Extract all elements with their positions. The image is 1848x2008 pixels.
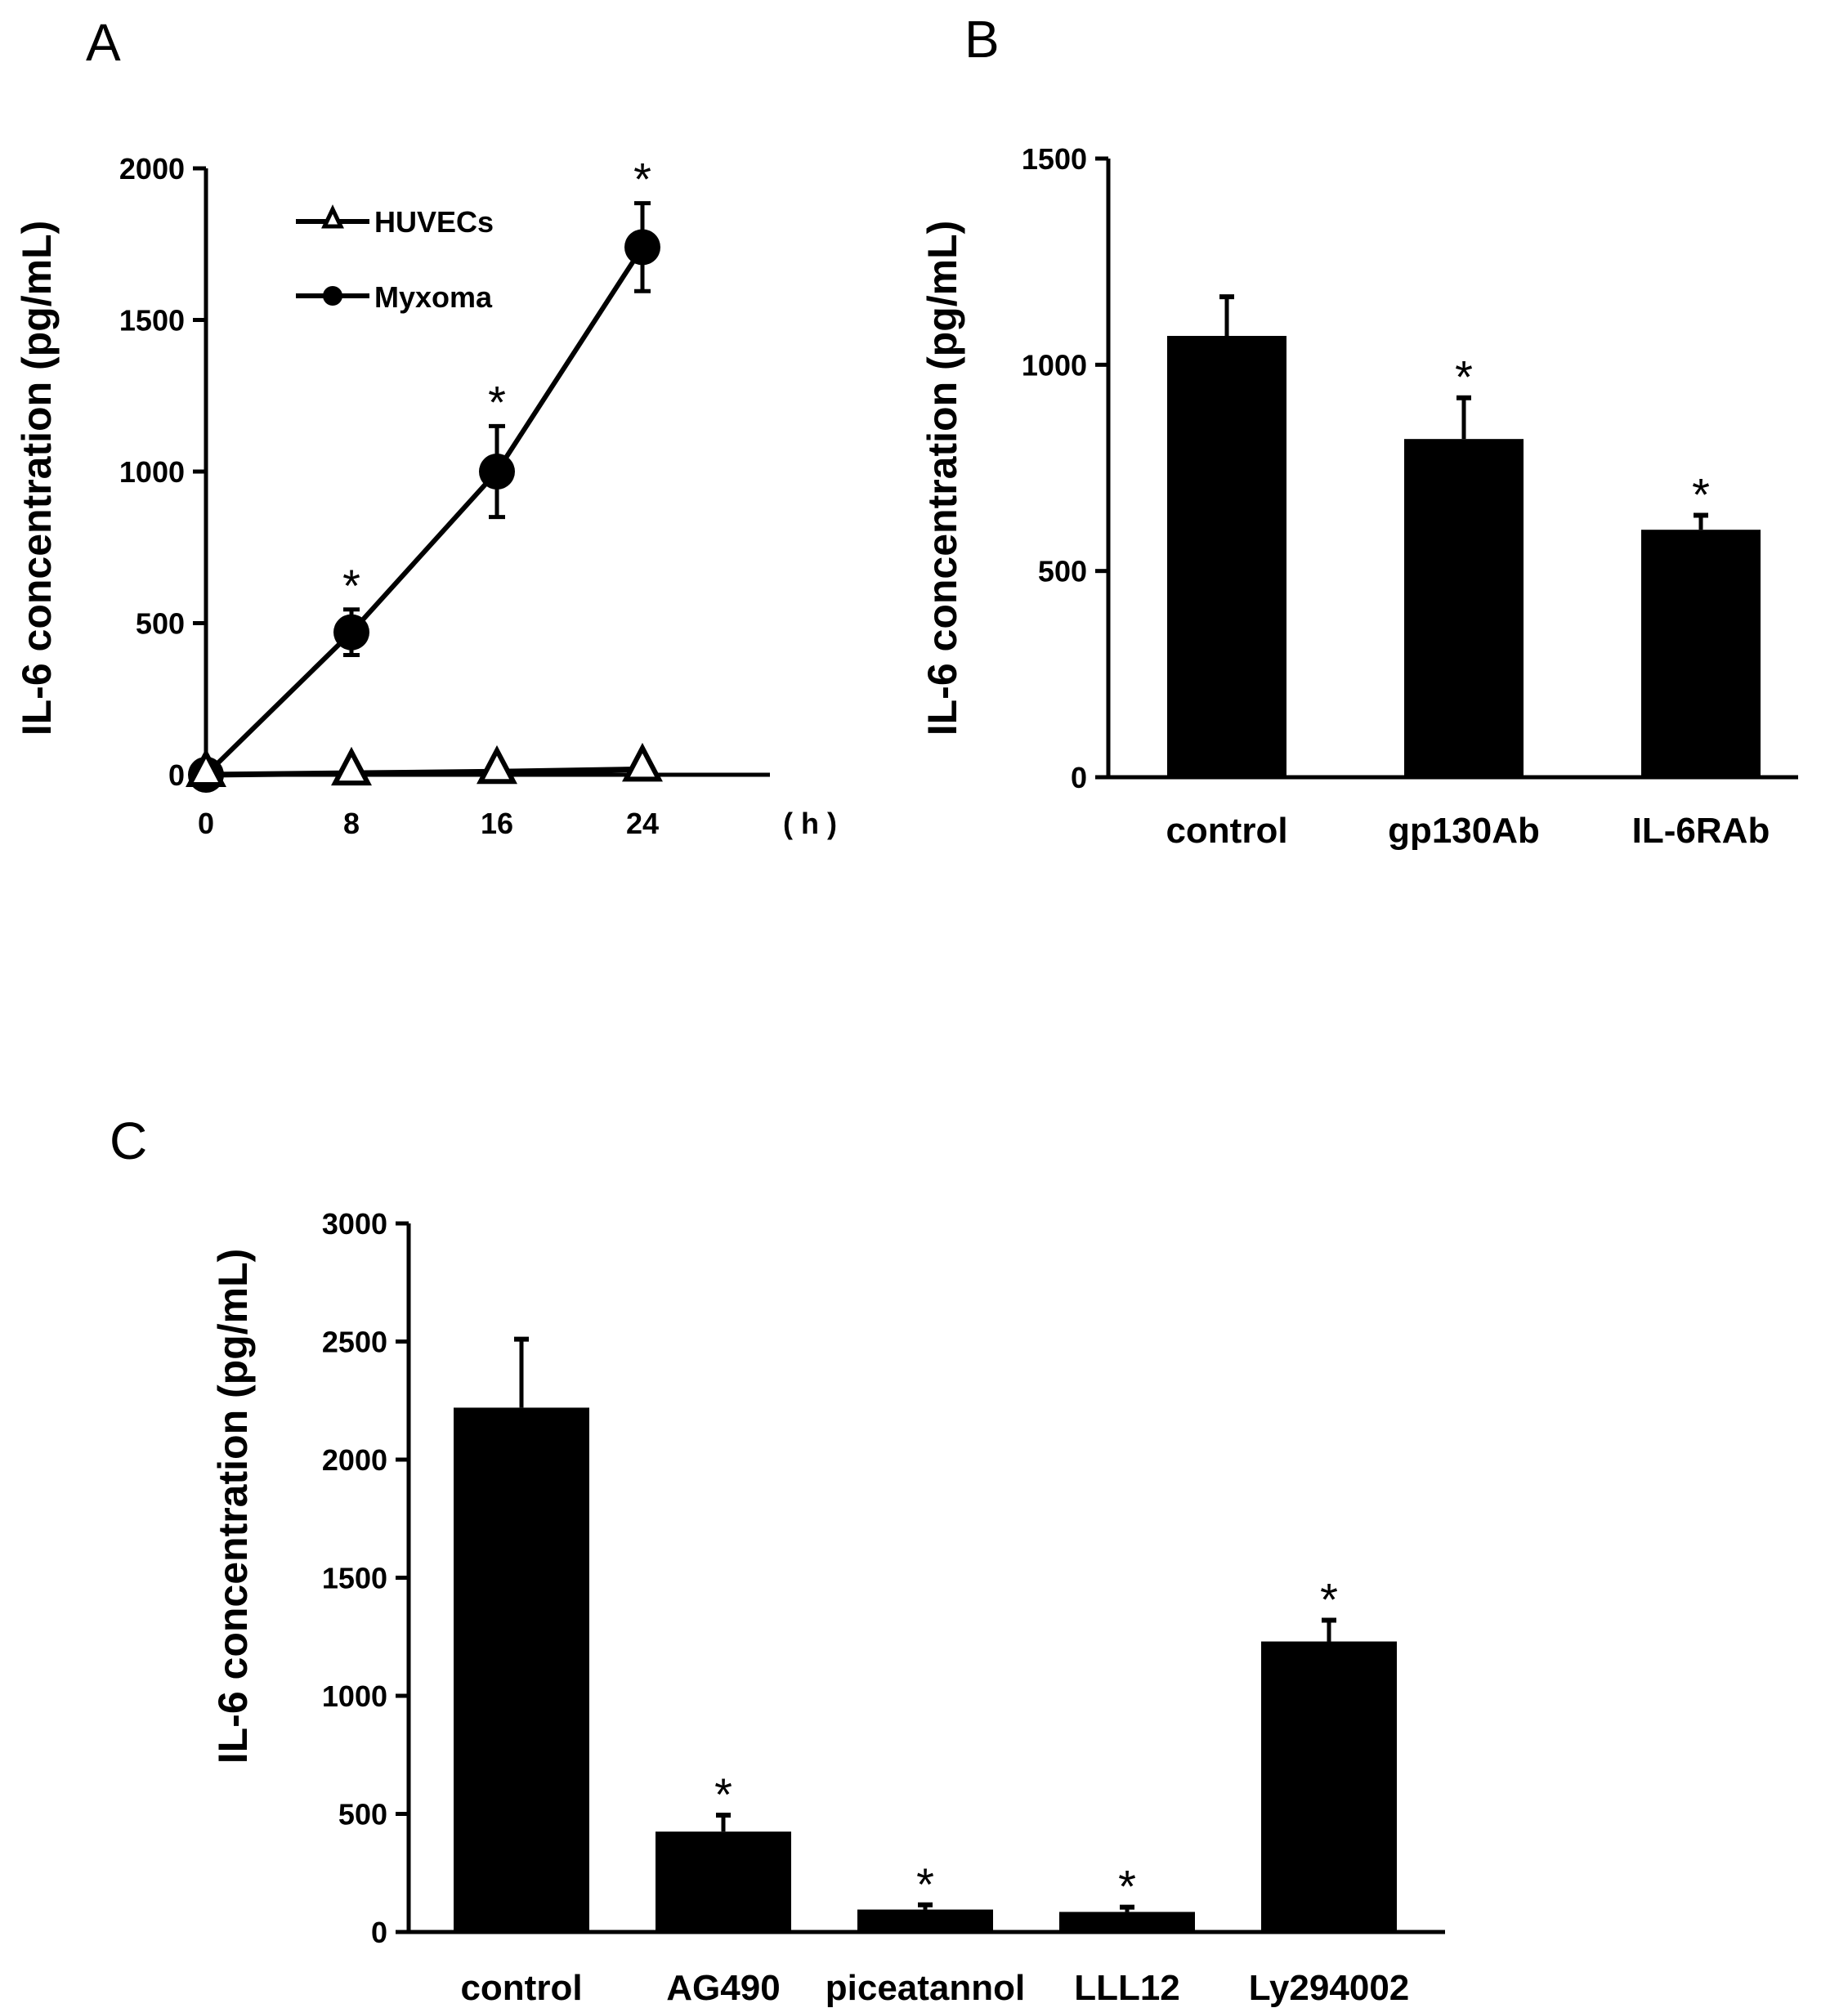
myxoma-line [204, 245, 645, 777]
y-tick-label: 1000 [119, 455, 185, 489]
y-tick-label: 1500 [119, 304, 185, 338]
category-label: control [1166, 811, 1287, 851]
panel-a-y-ticks: 0 500 1000 1500 2000 [119, 152, 206, 792]
x-tick-label: 24 [626, 807, 659, 840]
panel-a-x-unit: ( h ) [783, 807, 837, 840]
x-tick-label: 8 [343, 807, 360, 840]
bar [1059, 1912, 1195, 1932]
y-tick-label: 0 [168, 758, 185, 792]
significance-marker: * [714, 1769, 732, 1820]
huvecs-point [331, 746, 372, 786]
category-label: LLL12 [1074, 1968, 1180, 2008]
panel-a-letter: A [86, 13, 121, 72]
huvecs-point [186, 748, 226, 787]
significance-marker: * [342, 560, 360, 611]
panel-c-letter: C [110, 1111, 147, 1170]
category-label: AG490 [666, 1968, 780, 2008]
bar [454, 1407, 589, 1932]
significance-marker: * [1320, 1574, 1338, 1626]
panel-a: A IL-6 concentration (pg/mL) 0 500 1000 150… [14, 13, 837, 840]
legend-huvecs-marker [321, 204, 344, 229]
panel-c-y-axis-label: IL-6 concentration (pg/mL) [210, 1249, 256, 1764]
category-label: IL-6RAb [1632, 811, 1770, 851]
legend-huvecs-label: HUVECs [374, 205, 494, 239]
significance-marker: * [1455, 351, 1473, 403]
y-tick-label: 2000 [322, 1443, 387, 1477]
panel-b-bars: control * gp130Ab * IL-6RAb [1166, 294, 1770, 851]
panel-b-y-ticks: 0 500 1000 1500 [1022, 142, 1108, 794]
huvecs-line [205, 766, 643, 778]
x-tick-label: 16 [481, 807, 513, 840]
category-label: control [460, 1968, 582, 2008]
panel-b-y-axis-label: IL-6 concentration (pg/mL) [920, 221, 965, 736]
y-tick-label: 1000 [1022, 348, 1087, 382]
bar [656, 1831, 791, 1932]
category-label: piceatannol [826, 1968, 1026, 2008]
panel-a-x-ticks: 0 8 16 24 [198, 807, 659, 840]
y-tick-label: 500 [1038, 555, 1087, 588]
significance-marker: * [633, 154, 651, 205]
y-tick-label: 500 [136, 607, 185, 641]
panel-c-y-ticks: 0 500 1000 1500 2000 2500 3000 [322, 1207, 409, 1949]
bar [1167, 336, 1286, 777]
y-tick-label: 1500 [1022, 142, 1087, 176]
significance-marker: * [1692, 469, 1710, 521]
significance-marker: * [1118, 1861, 1136, 1912]
bar [1404, 439, 1524, 777]
bar [857, 1909, 993, 1932]
x-tick-label: 0 [198, 807, 214, 840]
significance-marker: * [916, 1858, 934, 1910]
y-tick-label: 1000 [322, 1679, 387, 1713]
panel-b-letter: B [964, 10, 1000, 69]
huvecs-point [477, 745, 517, 785]
category-label: gp130Ab [1388, 811, 1540, 851]
significance-marker: * [488, 376, 506, 427]
y-tick-label: 0 [371, 1916, 387, 1949]
myxoma-point [333, 614, 369, 651]
y-tick-label: 2500 [322, 1326, 387, 1359]
panel-c: C IL-6 concentration (pg/mL) 0 500 1000 150… [110, 1111, 1445, 2008]
panel-b: B IL-6 concentration (pg/mL) 0 500 1000 150… [920, 10, 1798, 851]
bar [1641, 530, 1761, 777]
y-tick-label: 2000 [119, 152, 185, 186]
myxoma-point [479, 454, 515, 490]
category-label: Ly294002 [1249, 1968, 1410, 2008]
y-tick-label: 500 [338, 1798, 387, 1831]
panel-c-bars: control * AG490 * piceatannol * LLL12 * Ly294002 [454, 1336, 1410, 2008]
y-tick-label: 3000 [322, 1207, 387, 1241]
legend-myxoma-marker [323, 286, 342, 306]
panel-a-series: * * * [186, 154, 663, 793]
panel-a-legend: HUVECs Myxoma [296, 204, 494, 314]
y-tick-label: 0 [1071, 761, 1087, 794]
bar [1261, 1641, 1397, 1932]
legend-myxoma-label: Myxoma [374, 280, 493, 314]
myxoma-point [624, 229, 660, 266]
y-tick-label: 1500 [322, 1562, 387, 1595]
panel-a-y-axis-label: IL-6 concentration (pg/mL) [14, 221, 60, 736]
huvecs-point [622, 742, 663, 782]
